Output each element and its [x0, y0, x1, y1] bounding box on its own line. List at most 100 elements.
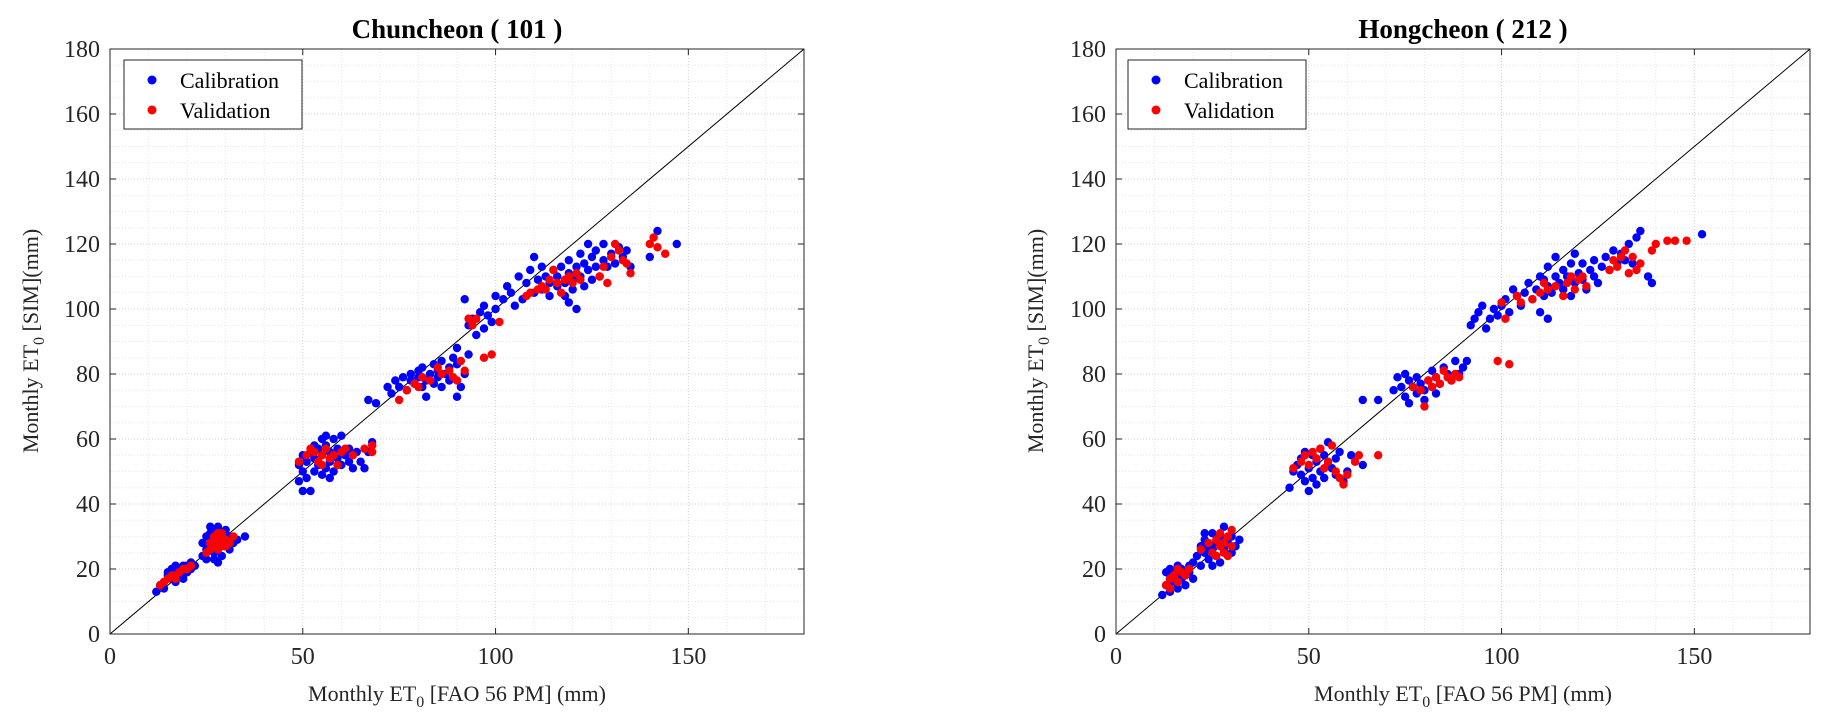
- data-point-validation: [329, 451, 338, 460]
- data-point-validation: [221, 542, 230, 551]
- x-tick-label: 150: [1676, 644, 1712, 670]
- data-point-calibration: [1697, 230, 1707, 239]
- data-point-calibration: [580, 282, 589, 291]
- data-point-calibration: [317, 434, 327, 444]
- data-point-validation: [576, 275, 585, 284]
- data-point-calibration: [1543, 314, 1553, 323]
- data-point-validation: [1424, 376, 1433, 385]
- data-point-calibration: [1312, 480, 1321, 489]
- data-point-validation: [1339, 480, 1348, 489]
- y-tick-label: 40: [1082, 492, 1106, 518]
- data-point-calibration: [387, 389, 396, 398]
- data-point-calibration: [1566, 291, 1576, 301]
- data-point-validation: [526, 288, 535, 297]
- data-point-calibration: [529, 252, 539, 262]
- data-point-calibration: [1400, 369, 1410, 379]
- data-point-calibration: [294, 477, 304, 486]
- data-point-validation: [472, 314, 481, 323]
- x-tick-label: 150: [670, 644, 706, 670]
- data-point-validation: [1605, 265, 1614, 275]
- data-point-calibration: [1474, 308, 1483, 317]
- x-tick-label: 100: [1484, 644, 1520, 670]
- data-point-calibration: [1470, 314, 1479, 323]
- y-tick-label: 140: [1070, 167, 1106, 193]
- data-point-calibration: [448, 353, 458, 362]
- data-point-validation: [1215, 529, 1225, 538]
- data-point-validation: [456, 356, 466, 366]
- data-point-calibration: [599, 256, 608, 265]
- data-point-calibration: [1489, 304, 1499, 314]
- data-point-calibration: [491, 304, 500, 314]
- data-point-validation: [425, 376, 435, 385]
- y-tick-label: 60: [1082, 427, 1106, 453]
- data-point-calibration: [506, 288, 516, 297]
- data-point-validation: [1566, 272, 1576, 281]
- data-point-calibration: [337, 431, 346, 440]
- data-point-validation: [545, 275, 554, 284]
- data-point-validation: [186, 561, 196, 570]
- data-point-calibration: [298, 486, 307, 496]
- data-point-calibration: [1200, 529, 1209, 538]
- data-point-validation: [1181, 571, 1190, 580]
- data-point-calibration: [1285, 483, 1294, 492]
- data-point-validation: [310, 447, 319, 457]
- data-point-validation: [460, 366, 469, 375]
- data-point-calibration: [1636, 226, 1645, 236]
- data-point-validation: [1435, 379, 1445, 388]
- data-point-calibration: [383, 382, 392, 392]
- y-tick-label: 120: [1070, 232, 1106, 258]
- data-point-validation: [622, 259, 631, 268]
- data-point-calibration: [653, 226, 662, 236]
- data-point-calibration: [537, 262, 547, 271]
- data-point-validation: [610, 239, 620, 249]
- data-point-calibration: [1647, 278, 1657, 288]
- x-axis-label: Monthly ET0 [FAO 56 PM] (mm): [1314, 681, 1612, 711]
- data-point-calibration: [298, 467, 307, 476]
- data-point-calibration: [475, 308, 485, 317]
- y-tick-label: 180: [64, 37, 100, 63]
- chart-panel-chuncheon: 0 50 100 150 0 20 40 60 80 100 120 140 160 180 Chunch…: [18, 14, 805, 711]
- data-point-validation: [213, 529, 223, 538]
- y-tick-label: 80: [76, 362, 100, 388]
- data-point-validation: [1304, 460, 1313, 470]
- data-point-validation: [645, 239, 654, 249]
- data-point-validation: [1173, 564, 1182, 574]
- data-point-validation: [1323, 457, 1333, 466]
- data-point-validation: [1682, 236, 1691, 245]
- y-tick-label: 0: [1094, 622, 1106, 648]
- chart-title: Hongcheon ( 212 ): [1358, 14, 1567, 44]
- data-point-validation: [1613, 262, 1622, 271]
- data-point-validation: [414, 382, 423, 392]
- data-point-calibration: [406, 369, 415, 379]
- data-point-validation: [294, 457, 304, 466]
- data-point-calibration: [564, 256, 574, 265]
- data-point-validation: [1416, 386, 1425, 395]
- data-point-calibration: [610, 259, 620, 268]
- data-point-calibration: [356, 457, 365, 466]
- data-point-validation: [1223, 532, 1233, 541]
- data-point-validation: [1632, 265, 1641, 275]
- data-points: [152, 226, 681, 596]
- data-point-calibration: [1331, 454, 1340, 463]
- data-point-validation: [1312, 454, 1321, 463]
- data-point-calibration: [1304, 486, 1313, 496]
- data-point-validation: [1308, 447, 1317, 457]
- data-point-validation: [1543, 285, 1553, 294]
- data-point-calibration: [179, 574, 188, 583]
- data-point-validation: [607, 252, 616, 262]
- data-point-calibration: [522, 278, 531, 288]
- data-point-calibration: [325, 473, 334, 483]
- data-point-validation: [333, 460, 342, 470]
- data-point-calibration: [1196, 561, 1206, 570]
- y-tick-label: 20: [76, 557, 100, 583]
- data-point-calibration: [1589, 272, 1599, 281]
- y-tick-label: 160: [1070, 102, 1106, 128]
- data-point-validation: [1647, 246, 1657, 255]
- data-point-calibration: [344, 457, 354, 466]
- data-point-validation: [1535, 288, 1545, 297]
- data-point-calibration: [452, 343, 462, 353]
- data-point-calibration: [1451, 356, 1460, 366]
- data-point-calibration: [452, 392, 462, 401]
- data-point-validation: [1559, 291, 1568, 301]
- x-tick-label: 50: [1297, 644, 1321, 670]
